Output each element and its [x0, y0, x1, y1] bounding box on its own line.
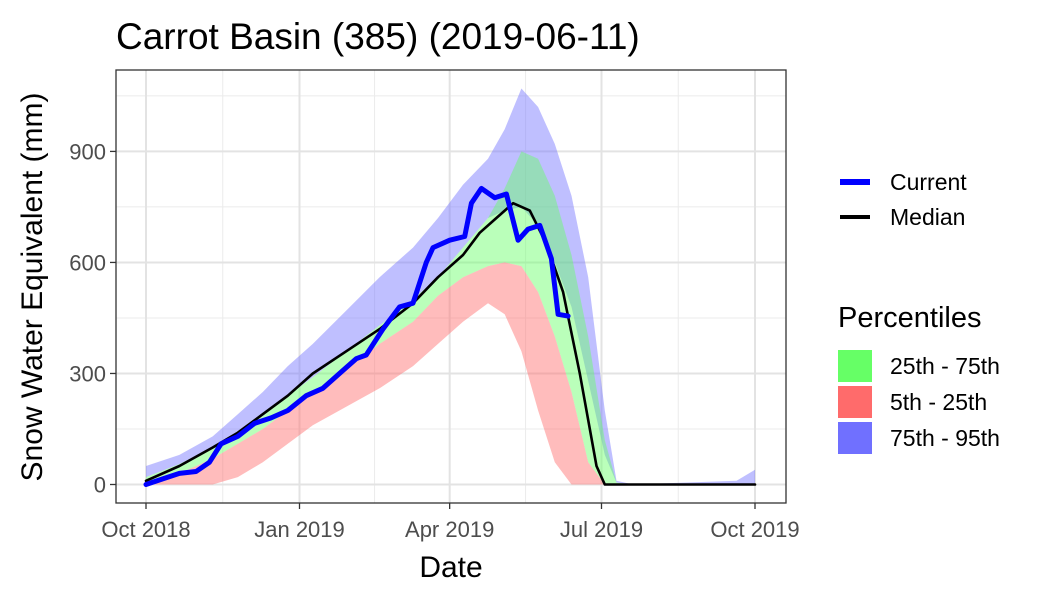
- legend: Current Median Percentiles 25th - 75th 5…: [838, 169, 1000, 454]
- x-tick-label: Jan 2019: [254, 517, 345, 542]
- x-tick-label: Oct 2018: [101, 517, 190, 542]
- plot-panel: [115, 69, 787, 504]
- grid-major: [116, 70, 786, 503]
- y-tick-label: 300: [69, 361, 106, 386]
- band-2: [146, 262, 755, 485]
- legend-band-label-0: 25th - 75th: [890, 353, 1000, 379]
- legend-band-label-1: 5th - 25th: [890, 389, 987, 415]
- plot-background: [116, 70, 786, 503]
- plot-border: [115, 69, 787, 504]
- x-tick-label: Apr 2019: [405, 517, 494, 542]
- y-tick-label: 600: [69, 250, 106, 275]
- legend-band-label-2: 75th - 95th: [890, 425, 1000, 451]
- x-axis: Oct 2018 Jan 2019 Apr 2019 Jul 2019 Oct 2019: [101, 503, 800, 542]
- x-tick-label: Jul 2019: [560, 517, 643, 542]
- x-axis-title: Date: [419, 551, 482, 584]
- legend-current-label: Current: [890, 169, 967, 195]
- legend-band-swatch-2: [838, 422, 872, 454]
- series-line-current: [143, 185, 571, 487]
- y-axis: 0 300 600 900: [69, 139, 116, 497]
- series-lines: [143, 185, 757, 487]
- x-tick-label: Oct 2019: [710, 517, 799, 542]
- y-tick-label: 0: [94, 472, 106, 497]
- y-tick-label: 900: [69, 139, 106, 164]
- legend-percentiles-title: Percentiles: [838, 302, 981, 334]
- y-axis-title: Snow Water Equivalent (mm): [16, 92, 49, 481]
- legend-band-swatch-0: [838, 350, 872, 382]
- series-line-median: [144, 201, 757, 486]
- legend-band-swatch-1: [838, 386, 872, 418]
- grid-minor: [116, 70, 786, 503]
- legend-median-label: Median: [890, 204, 965, 230]
- chart-title: Carrot Basin (385) (2019-06-11): [116, 16, 640, 57]
